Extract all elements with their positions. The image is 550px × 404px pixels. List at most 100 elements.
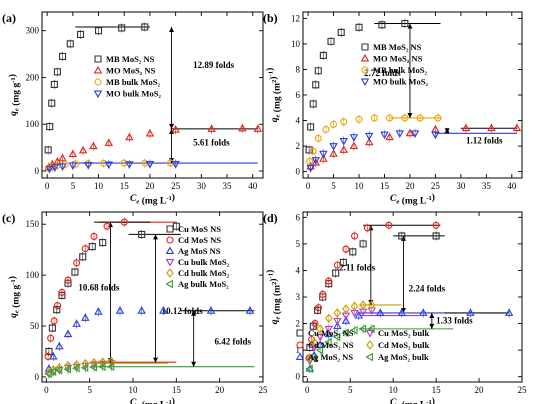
- data-point: [315, 345, 324, 355]
- x-tick-label: 0: [45, 181, 50, 191]
- arrow-head: [429, 312, 435, 318]
- arrow-head: [169, 26, 175, 32]
- x-tick-label: 10: [129, 385, 139, 395]
- data-point: [333, 261, 341, 269]
- x-tick-label: 5: [331, 181, 336, 191]
- y-tick-label: 2: [296, 141, 301, 151]
- legend-label: Cd bulk MoS₂: [178, 268, 230, 278]
- data-point: [89, 141, 98, 150]
- data-point: [125, 132, 134, 141]
- y-tick-label: 5: [296, 239, 301, 249]
- data-point: [49, 351, 58, 360]
- data-point: [349, 248, 357, 256]
- data-point: [81, 313, 90, 321]
- data-point: [84, 161, 93, 170]
- data-point: [314, 134, 322, 142]
- data-point: [115, 306, 125, 314]
- data-point: [104, 138, 114, 146]
- data-point: [94, 27, 103, 35]
- data-point: [385, 221, 393, 229]
- data-point: [378, 21, 386, 29]
- data-point: [307, 123, 315, 131]
- data-point: [78, 145, 88, 154]
- data-point: [44, 146, 52, 154]
- data-point: [487, 123, 496, 132]
- legend-marker: [93, 90, 103, 99]
- x-tick-label: 25: [431, 181, 441, 191]
- panel-letter: (b): [263, 11, 278, 25]
- data-point: [309, 147, 317, 155]
- data-point: [311, 158, 320, 166]
- data-point: [329, 149, 338, 157]
- x-tick-label: 15: [432, 385, 442, 395]
- y-tick-label: 100: [26, 270, 40, 280]
- x-tick-label: 30: [197, 181, 207, 191]
- y-axis-label: qe (mg (m2)-1): [265, 270, 283, 325]
- data-point: [364, 137, 374, 146]
- chart-panel-d: 0 5 10 15 20 25 0 1 2 3 4 5 6 Ce (mg L-1) qe (mg (m2)-…: [263, 211, 527, 404]
- data-point: [342, 245, 350, 253]
- arrow-head: [153, 357, 159, 363]
- legend-label: MO bulk MoS₂: [373, 77, 428, 87]
- data-point: [341, 316, 351, 324]
- series-3: [45, 159, 180, 174]
- data-point: [138, 230, 146, 238]
- legend-label: Cd MoS NS: [178, 235, 221, 245]
- x-tick-label: 20: [405, 181, 415, 191]
- x-tick-label: 10: [389, 385, 399, 395]
- data-point: [397, 308, 407, 316]
- data-point: [466, 308, 475, 316]
- legend-marker: [365, 352, 373, 362]
- data-point: [306, 157, 314, 165]
- data-point: [54, 302, 62, 310]
- series-2: [306, 113, 442, 166]
- data-point: [359, 300, 367, 310]
- y-tick-label: 6: [296, 90, 301, 100]
- x-tick-label: 40: [507, 181, 517, 191]
- legend-label: MB bulk MoS₂: [373, 65, 427, 75]
- y-axis-label: qe (mg g-1): [7, 276, 22, 318]
- y-tick-label: 0: [35, 372, 40, 382]
- series-1: [44, 217, 128, 362]
- x-tick-label: 5: [348, 385, 353, 395]
- series-5: [305, 324, 375, 374]
- chart-panel-b: 0 5 10 15 20 25 30 35 40 0 2 4 6 8 10 12 Ce (mg L-1) qe (…: [263, 11, 523, 207]
- legend-marker: [360, 53, 370, 62]
- arrow-head: [107, 222, 113, 228]
- data-point: [355, 23, 363, 31]
- legend-marker: [365, 330, 375, 338]
- data-point: [206, 306, 216, 314]
- y-tick-label: 12: [291, 13, 300, 23]
- plot-frame: [41, 11, 264, 179]
- data-point: [305, 146, 313, 154]
- legend-label: Cu MoS₂ NS: [308, 328, 354, 338]
- x-tick-label: 25: [259, 385, 269, 395]
- legend-marker: [94, 78, 102, 86]
- data-point: [305, 364, 313, 373]
- data-point: [55, 341, 64, 350]
- data-point: [432, 221, 440, 229]
- data-point: [398, 232, 406, 240]
- data-point: [309, 100, 317, 108]
- legend-label: MB MoS₂ NS: [106, 54, 155, 64]
- fold-annotation: 2.72 folds: [364, 68, 401, 78]
- data-point: [103, 222, 111, 230]
- data-point: [432, 232, 440, 240]
- data-point: [50, 317, 58, 325]
- legend-marker: [93, 65, 103, 74]
- series-0: [305, 18, 409, 155]
- legend-marker: [94, 55, 102, 63]
- data-point: [63, 329, 73, 338]
- data-point: [309, 322, 317, 330]
- data-point: [329, 143, 338, 151]
- data-point: [355, 115, 363, 123]
- data-point: [64, 276, 72, 284]
- x-tick-label: 15: [120, 181, 130, 191]
- data-point: [332, 269, 340, 277]
- data-point: [327, 37, 335, 45]
- data-point: [58, 153, 67, 162]
- data-point: [98, 362, 106, 371]
- data-point: [68, 149, 78, 158]
